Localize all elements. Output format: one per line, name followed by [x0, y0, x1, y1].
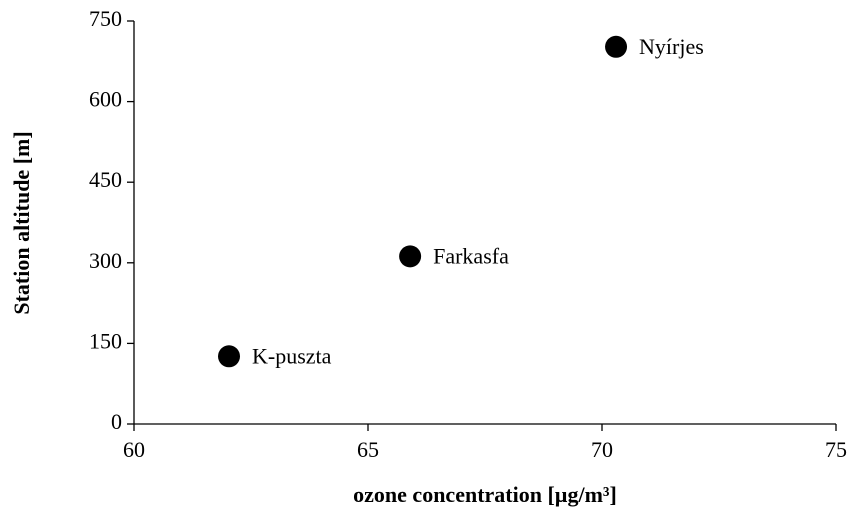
point: [218, 345, 241, 368]
y-tick-label: 450: [89, 167, 122, 192]
y-tick-label: 300: [89, 248, 122, 273]
x-tick-label: 70: [591, 437, 613, 462]
y-axis-title: Station altitude [m]: [9, 131, 34, 314]
y-tick-label: 150: [89, 328, 122, 353]
point: [399, 245, 422, 268]
point-label: Farkasfa: [433, 243, 509, 268]
point-label: K-puszta: [252, 343, 332, 368]
y-tick-label: 600: [89, 87, 122, 112]
x-tick-label: 75: [825, 437, 847, 462]
x-tick-label: 65: [357, 437, 379, 462]
y-tick-label: 0: [111, 409, 122, 434]
point: [605, 35, 628, 58]
y-tick-label: 750: [89, 6, 122, 31]
x-tick-label: 60: [123, 437, 145, 462]
x-axis-title: ozone concentration [µg/m³]: [353, 482, 617, 507]
point-label: Nyírjes: [639, 34, 704, 59]
